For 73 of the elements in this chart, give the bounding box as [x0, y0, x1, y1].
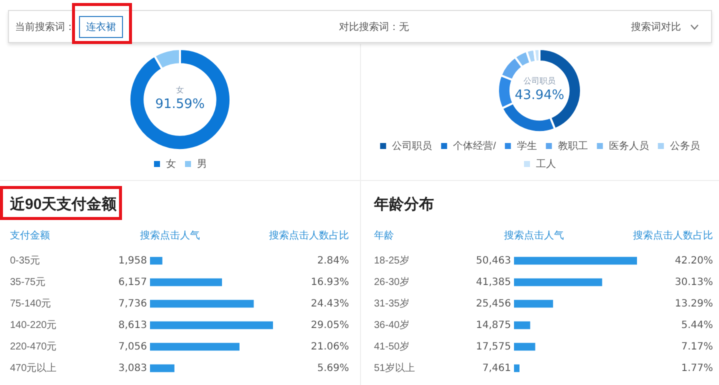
y-tick-label: 31-35岁	[374, 298, 410, 310]
y-tick-label: 220-470元	[10, 342, 57, 352]
data-label: 30.13%	[674, 276, 713, 288]
legend-label: 工人	[536, 158, 556, 170]
data-label: 7.17%	[681, 341, 713, 352]
x-axis-title: 搜索点击人数占比	[633, 230, 713, 242]
data-label: 5.69%	[317, 362, 349, 374]
y-tick-label: 75-140元	[10, 298, 52, 310]
text: 25,456	[476, 298, 511, 310]
data-label: 2.84%	[317, 255, 349, 266]
text: 17,575	[476, 341, 511, 352]
data-label: 24.43%	[310, 298, 349, 310]
text: 连衣裙	[79, 16, 123, 38]
x-axis-title: 搜索点击人数占比	[269, 230, 349, 242]
text: 当前搜索词：	[15, 20, 75, 34]
text: 搜索词对比	[631, 20, 681, 34]
y-tick-label: 35-75元	[10, 277, 46, 288]
data-label: 42.20%	[674, 255, 713, 266]
bar	[150, 300, 254, 308]
text: 14,875	[476, 320, 511, 331]
y-tick-label: 18-25岁	[374, 254, 410, 266]
y-axis-title: 支付金额	[10, 230, 50, 242]
text: 41,385	[476, 276, 511, 288]
text: 7,461	[482, 362, 511, 374]
bar	[150, 364, 174, 372]
y-tick-label: 41-50岁	[374, 340, 410, 352]
text: 50,463	[476, 255, 511, 266]
text: 1,958	[118, 255, 147, 266]
bar	[514, 300, 554, 308]
y-tick-label: 140-220元	[10, 320, 57, 331]
y-tick-label: 36-40岁	[374, 319, 410, 331]
text: 对比搜索词：无	[339, 20, 409, 34]
data-label: 16.93%	[310, 276, 349, 288]
legend-label: 医务人员	[608, 140, 649, 152]
chart-title: 近90天支付金额	[9, 195, 118, 214]
y-tick-label: 470元以上	[10, 362, 57, 374]
legend-label: 男	[197, 158, 207, 170]
slice-label: 女	[176, 86, 184, 95]
data-label: 43.94%	[514, 88, 564, 103]
text: 3,083	[118, 362, 147, 374]
bar	[150, 256, 162, 265]
text: 7,056	[118, 341, 147, 352]
legend-label: 公务员	[670, 140, 700, 152]
legend-label: 个体经营/	[453, 140, 496, 152]
text: 6,157	[118, 276, 147, 288]
bar	[514, 321, 530, 330]
text: 搜索点击人气	[140, 230, 200, 242]
data-label: 91.59%	[155, 96, 205, 112]
data-label: 5.44%	[681, 320, 713, 331]
text: 8,613	[118, 320, 147, 331]
data-label: 29.05%	[310, 320, 349, 331]
bar	[150, 278, 222, 286]
y-tick-label: 26-30岁	[374, 276, 410, 288]
legend-label: 女	[166, 158, 176, 170]
legend-label: 学生	[516, 140, 537, 152]
bar	[514, 278, 602, 286]
legend-label: 公司职员	[392, 140, 432, 152]
bar	[514, 256, 637, 265]
y-tick-label: 51岁以上	[374, 362, 416, 374]
data-label: 21.06%	[310, 341, 349, 352]
legend-label: 教职工	[558, 140, 588, 152]
y-axis-title: 年龄	[374, 230, 394, 242]
text: 7,736	[118, 298, 147, 310]
chart-title: 年龄分布	[373, 196, 434, 214]
data-label: 1.77%	[681, 362, 713, 374]
bar	[150, 321, 273, 330]
y-tick-label: 0-35元	[10, 256, 40, 266]
bar	[150, 342, 240, 351]
slice-label: 公司职员	[524, 76, 556, 86]
text: 搜索点击人气	[504, 230, 564, 242]
data-label: 13.29%	[674, 298, 713, 310]
bar	[514, 364, 520, 372]
bar	[514, 342, 536, 351]
